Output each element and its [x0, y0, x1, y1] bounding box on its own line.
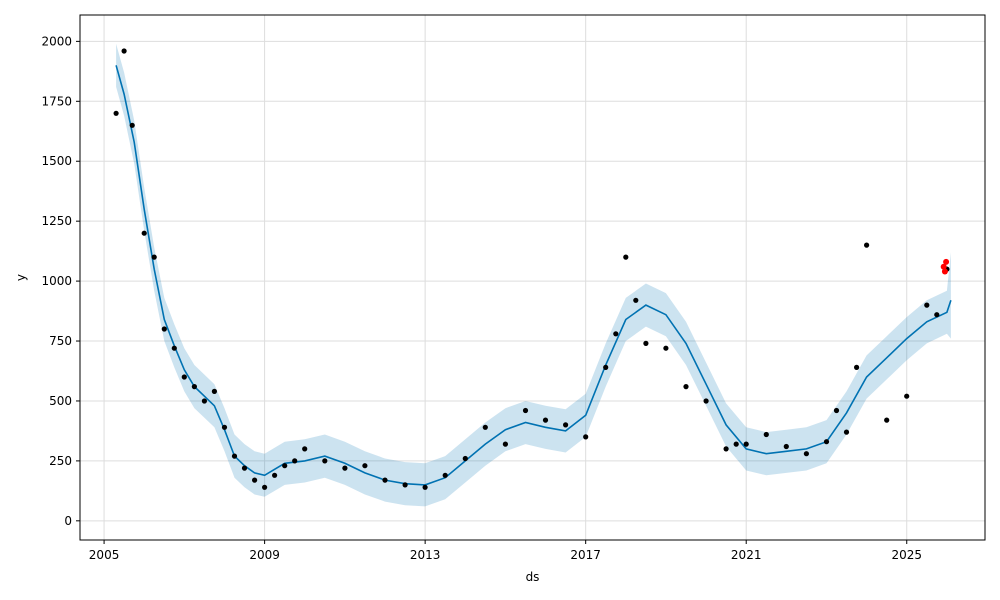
x-axis-label: ds	[526, 570, 540, 584]
observed-point	[783, 443, 789, 450]
observed-point	[231, 453, 238, 459]
observed-point	[201, 398, 207, 404]
observed-point	[161, 326, 167, 332]
observed-point	[292, 458, 298, 464]
observed-point	[121, 48, 127, 54]
observed-point	[241, 465, 248, 471]
y-axis-ticks: 0 250 500 750 1000 1250 1500 1750 2000	[41, 34, 80, 528]
axes-frame	[79, 14, 986, 541]
observed-point	[272, 472, 278, 478]
observed-point	[924, 302, 930, 308]
observed-point	[623, 254, 629, 260]
observed-point	[382, 477, 388, 483]
highlight-point	[943, 258, 950, 265]
observed-point	[262, 484, 268, 490]
observed-point	[522, 407, 529, 414]
observed-point	[613, 331, 619, 337]
y-tick-label: 0	[64, 514, 72, 528]
grid	[80, 15, 985, 540]
observed-point	[663, 345, 669, 351]
y-axis-label: y	[14, 274, 28, 281]
y-tick-label: 1000	[41, 274, 72, 288]
y-tick-label: 1250	[41, 214, 72, 228]
observed-point	[402, 482, 408, 488]
y-tick-label: 500	[49, 394, 72, 408]
x-tick-label: 2021	[731, 548, 762, 562]
observed-point	[542, 417, 549, 423]
y-tick-label: 1750	[41, 94, 72, 108]
observed-point	[151, 254, 157, 260]
highlight-points	[940, 258, 950, 275]
y-tick-label: 1500	[41, 154, 72, 168]
forecast-line	[115, 65, 952, 486]
observed-point	[113, 110, 119, 116]
observed-point	[211, 388, 217, 394]
observed-point	[733, 441, 739, 447]
observed-point	[833, 407, 840, 414]
observed-point	[502, 441, 508, 447]
observed-point	[823, 439, 830, 445]
observed-point	[141, 230, 147, 236]
observed-point	[362, 463, 368, 469]
x-tick-label: 2013	[410, 548, 441, 562]
observed-point	[322, 458, 328, 464]
observed-point	[583, 434, 589, 440]
observed-point	[221, 424, 228, 430]
y-tick-label: 250	[49, 454, 72, 468]
observed-point	[904, 393, 910, 399]
observed-point	[302, 446, 308, 452]
observed-point	[763, 431, 769, 438]
observed-point	[342, 465, 348, 471]
observed-point	[884, 417, 890, 423]
x-tick-label: 2005	[89, 548, 120, 562]
observed-point	[181, 374, 187, 380]
observed-point	[563, 422, 569, 428]
observed-point	[252, 477, 258, 483]
observed-point	[643, 340, 649, 346]
observed-point	[422, 484, 428, 490]
observed-point	[743, 441, 749, 447]
observed-point	[482, 424, 488, 430]
uncertainty-band-area	[116, 43, 951, 507]
x-tick-label: 2025	[891, 548, 922, 562]
observed-point	[171, 345, 177, 351]
observed-point	[633, 297, 639, 303]
y-tick-label: 2000	[41, 34, 72, 48]
x-tick-label: 2017	[570, 548, 601, 562]
observed-point	[603, 364, 609, 370]
observed-point	[854, 364, 860, 370]
highlight-point	[940, 263, 947, 270]
forecast-series-line	[115, 65, 952, 486]
highlight-point	[941, 268, 948, 275]
observed-point	[803, 451, 810, 457]
observed-point	[683, 384, 689, 390]
observed-points	[113, 48, 950, 490]
observed-point	[843, 429, 850, 435]
observed-point	[934, 312, 940, 318]
observed-point	[442, 472, 448, 478]
observed-point	[191, 384, 197, 390]
observed-point	[462, 455, 468, 462]
uncertainty-band	[116, 43, 951, 507]
observed-point	[129, 122, 135, 128]
observed-point	[703, 398, 709, 404]
observed-point	[282, 463, 288, 469]
x-axis-ticks: 2005 2009 2013 2017 2021 2025	[89, 540, 922, 562]
observed-point	[864, 242, 870, 248]
y-tick-label: 750	[49, 334, 72, 348]
observed-point	[723, 446, 729, 452]
x-tick-label: 2009	[249, 548, 280, 562]
